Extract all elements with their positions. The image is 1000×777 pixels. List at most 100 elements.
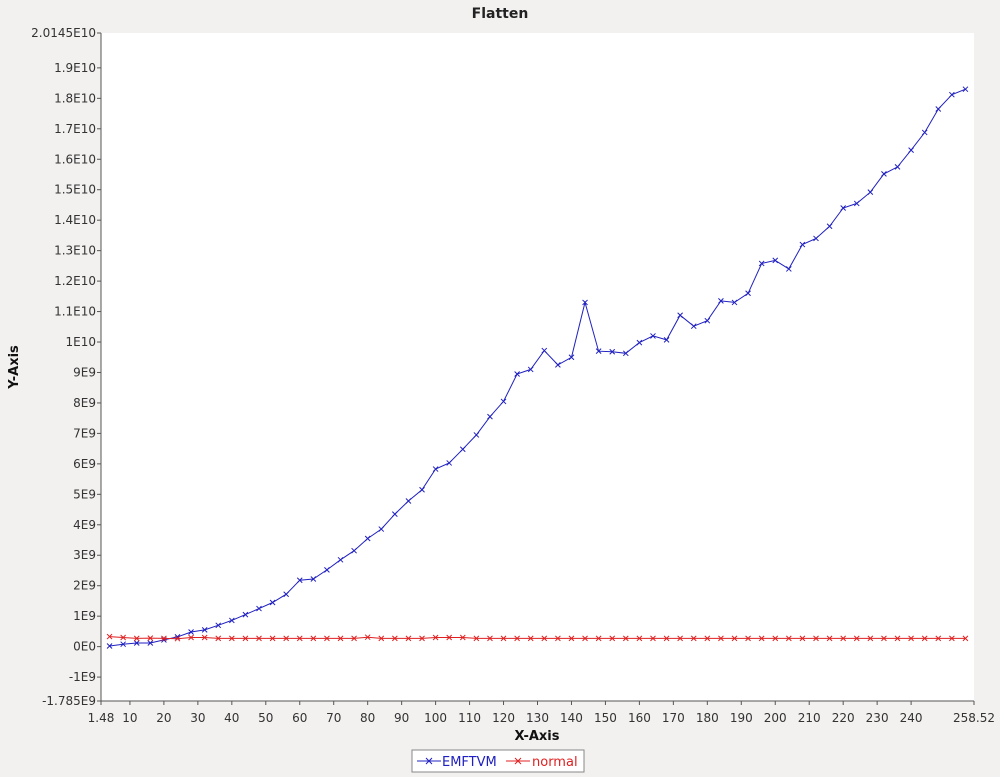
data-point-normal	[636, 635, 643, 642]
x-tick-label: 130	[526, 711, 549, 725]
x-tick-label: 60	[292, 711, 307, 725]
data-point-normal	[758, 635, 765, 642]
legend-box	[411, 749, 585, 773]
data-point-emftvm	[908, 147, 914, 153]
y-tick-label: 0E0	[73, 640, 96, 654]
chart-title: Flatten	[472, 6, 529, 22]
data-point-emftvm	[310, 576, 317, 582]
y-tick-label: 1.6E10	[54, 152, 96, 166]
data-point-emftvm	[758, 260, 765, 267]
y-tick-label: 8E9	[73, 396, 96, 410]
legend-marker-normal	[514, 757, 522, 765]
x-tick-label: 170	[662, 711, 685, 725]
data-point-normal	[337, 635, 344, 642]
data-point-emftvm	[622, 350, 629, 357]
data-point-normal	[391, 635, 398, 642]
data-point-normal	[283, 635, 290, 642]
data-point-normal	[704, 635, 711, 642]
data-point-emftvm	[283, 591, 290, 598]
data-point-normal	[622, 635, 629, 642]
legend-item-normal: normal	[506, 755, 578, 770]
data-point-emftvm	[364, 535, 371, 542]
data-point-normal	[473, 635, 480, 642]
y-axis-ticks: -1.785E9 -1E9 0E0 1E9 2E9 3E9 4E9 5E9 6E9 7E9 8E9 9…	[31, 26, 101, 708]
y-tick-label: 1.9E10	[54, 61, 96, 75]
data-point-normal	[351, 635, 357, 642]
data-point-emftvm	[378, 526, 385, 532]
data-point-emftvm	[188, 629, 194, 635]
data-point-normal	[188, 634, 194, 641]
data-point-emftvm	[840, 205, 847, 211]
data-point-normal	[120, 634, 126, 641]
data-point-emftvm	[785, 266, 792, 272]
x-tick-label: 230	[866, 711, 889, 725]
y-tick-label: 2E9	[73, 579, 96, 593]
y-tick-label: 1.5E10	[54, 183, 96, 197]
data-point-normal	[459, 634, 466, 641]
legend: EMFTVM normal	[411, 749, 585, 773]
data-point-normal	[935, 635, 942, 642]
data-point-emftvm	[772, 257, 779, 264]
x-tick-label: 110	[458, 711, 481, 725]
data-point-emftvm	[731, 299, 738, 306]
data-point-emftvm	[201, 627, 208, 633]
data-point-normal	[853, 635, 860, 642]
data-point-normal	[174, 635, 181, 642]
data-point-emftvm	[826, 223, 833, 230]
series-layer	[106, 86, 969, 649]
data-point-emftvm	[473, 432, 480, 438]
data-point-emftvm	[106, 643, 113, 649]
data-point-normal	[772, 635, 779, 642]
y-tick-label: 6E9	[73, 457, 96, 471]
data-point-normal	[215, 635, 222, 642]
data-point-normal	[324, 635, 330, 642]
x-tick-label: 40	[224, 711, 239, 725]
data-point-emftvm	[677, 312, 684, 319]
data-point-normal	[813, 635, 819, 642]
data-point-normal	[555, 635, 561, 642]
y-tick-label: 1.3E10	[54, 244, 96, 258]
data-point-normal	[364, 634, 371, 641]
data-point-emftvm	[487, 413, 493, 420]
data-point-emftvm	[704, 317, 711, 324]
data-point-emftvm	[609, 348, 616, 355]
data-point-normal	[690, 635, 697, 642]
y-tick-label: 1E9	[73, 609, 96, 623]
x-tick-label: 150	[594, 711, 617, 725]
data-point-normal	[568, 635, 575, 642]
x-tick-label: 210	[798, 711, 821, 725]
x-tick-label: 1.48	[88, 711, 115, 725]
data-point-emftvm	[500, 398, 507, 405]
data-point-normal	[582, 635, 588, 642]
data-point-normal	[962, 635, 969, 642]
x-tick-label: 160	[628, 711, 651, 725]
data-point-normal	[228, 635, 235, 642]
y-tick-label: 9E9	[73, 365, 96, 379]
data-point-normal	[432, 634, 439, 641]
data-point-emftvm	[894, 164, 901, 170]
x-tick-label: 30	[190, 711, 205, 725]
data-point-normal	[310, 635, 317, 642]
data-point-normal	[921, 635, 928, 642]
data-point-emftvm	[636, 339, 643, 346]
x-tick-label: 90	[394, 711, 409, 725]
x-tick-label: 80	[360, 711, 375, 725]
data-point-emftvm	[324, 567, 330, 573]
data-point-emftvm	[921, 129, 928, 136]
y-tick-label: 1.2E10	[54, 274, 96, 288]
data-point-normal	[269, 635, 276, 642]
x-tick-label: 70	[326, 711, 341, 725]
x-tick-label: 200	[764, 711, 787, 725]
legend-label-emftvm: EMFTVM	[442, 755, 497, 770]
data-point-normal	[487, 635, 493, 642]
y-tick-label: 1.7E10	[54, 122, 96, 136]
x-tick-label: 180	[696, 711, 719, 725]
data-point-emftvm	[555, 362, 561, 368]
data-point-normal	[446, 634, 453, 641]
y-tick-label: 7E9	[73, 426, 96, 440]
data-point-emftvm	[690, 323, 697, 330]
y-tick-label: 1.1E10	[54, 305, 96, 319]
legend-item-emftvm: EMFTVM	[417, 755, 497, 770]
x-tick-label: 258.52	[953, 711, 995, 725]
